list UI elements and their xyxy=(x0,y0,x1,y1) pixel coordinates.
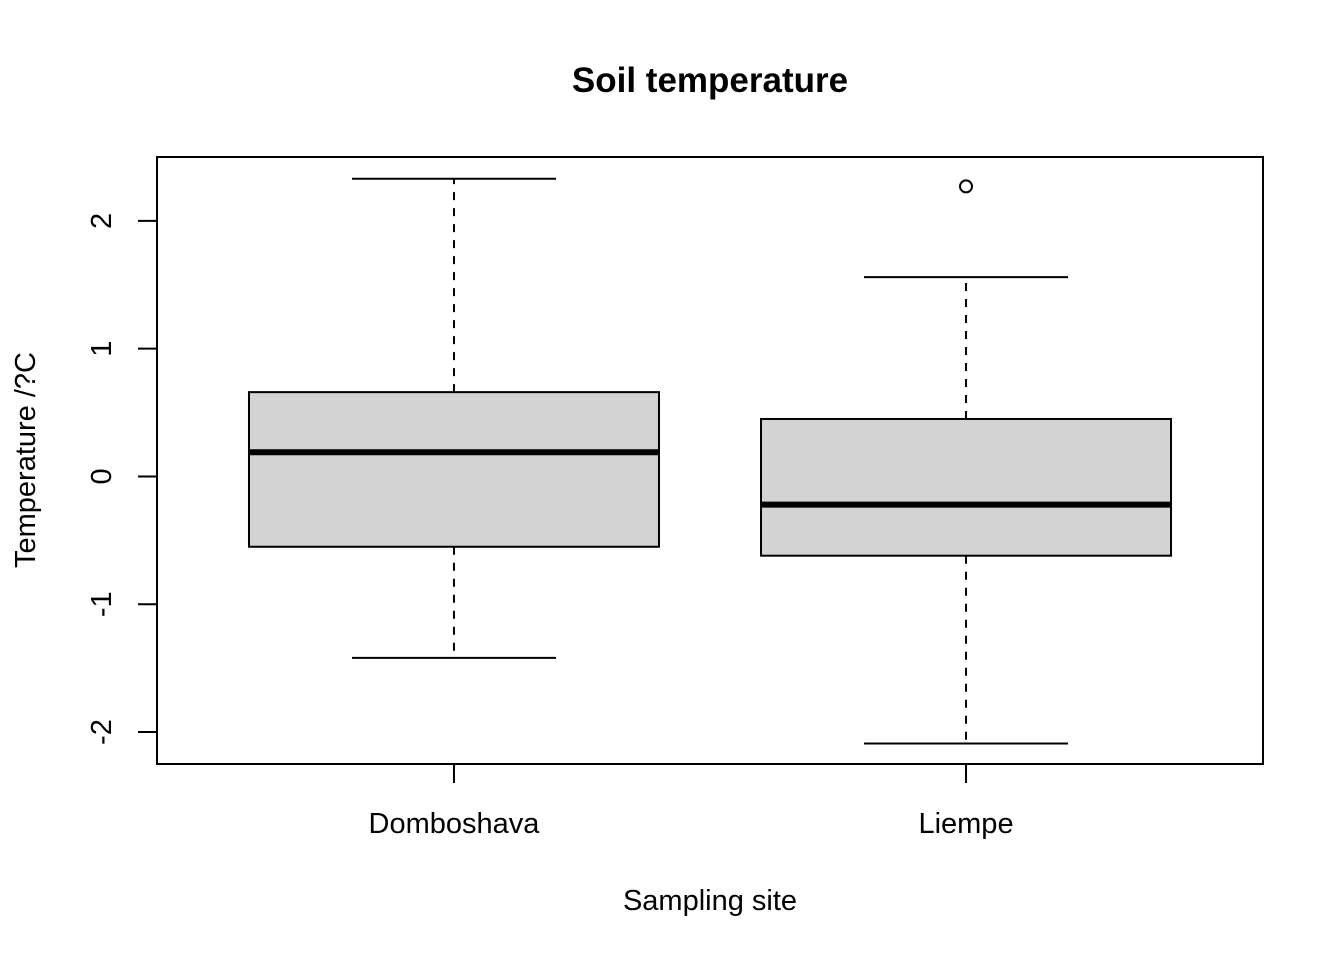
box-iqr xyxy=(247,391,660,548)
box-group-domboshava xyxy=(247,177,660,659)
box-iqr xyxy=(760,417,1173,557)
outlier-point xyxy=(959,179,974,194)
plot-frame xyxy=(156,156,1264,765)
chart-title: Soil temperature xyxy=(572,61,848,100)
x-tick-label: Domboshava xyxy=(369,808,541,840)
plot-area xyxy=(247,177,1173,745)
x-axis-label: Sampling site xyxy=(623,885,797,917)
y-tick-label: 1 xyxy=(86,341,118,357)
y-tick-label: 0 xyxy=(86,468,118,484)
y-axis-label: Temperature /?C xyxy=(10,352,42,568)
axes: Domboshava Liempe -2 -1 0 1 2 xyxy=(86,156,1264,840)
y-tick-label: 2 xyxy=(86,213,118,229)
y-tick-label: -1 xyxy=(86,591,118,617)
x-tick-label: Liempe xyxy=(918,808,1013,840)
box-group-liempe xyxy=(760,179,1173,745)
y-tick-label: -2 xyxy=(86,719,118,745)
